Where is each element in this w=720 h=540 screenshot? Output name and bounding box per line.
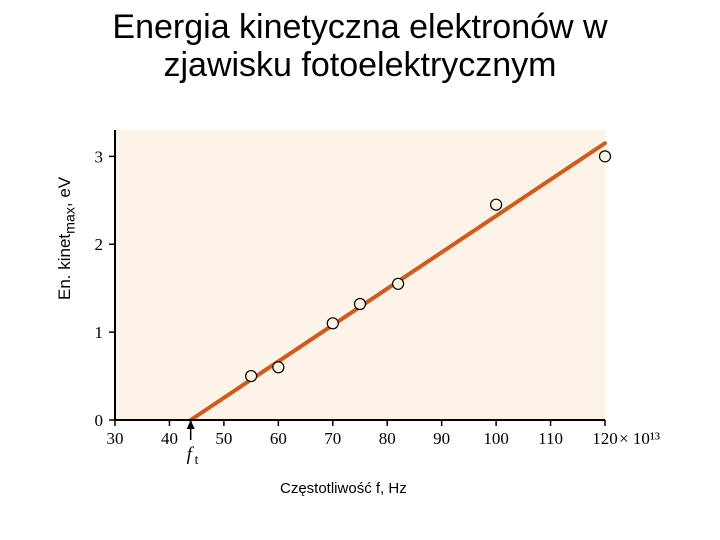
svg-text:70: 70 — [324, 429, 341, 448]
svg-text:110: 110 — [538, 429, 563, 448]
chart-svg: 30 40 50 60 70 80 90 100 110 120× 10¹³ 0 1 2 3 ft — [75, 120, 675, 470]
svg-text:50: 50 — [215, 429, 232, 448]
x-axis-label: Częstotliwość f, Hz — [280, 480, 407, 497]
svg-text:0: 0 — [95, 411, 104, 430]
chart-area: 30 40 50 60 70 80 90 100 110 120× 10¹³ 0 1 2 3 ft — [75, 120, 675, 475]
svg-text:t: t — [195, 452, 199, 467]
svg-text:30: 30 — [107, 429, 124, 448]
title-line1: Energia kinetyczna elektronów w — [112, 8, 607, 46]
title-line2: zjawisku fotoelektrycznym — [163, 46, 556, 84]
slide: Energia kinetyczna elektronów w zjawisku… — [0, 0, 720, 540]
svg-text:1: 1 — [95, 323, 104, 342]
svg-text:f: f — [187, 444, 195, 465]
svg-text:× 10¹³: × 10¹³ — [619, 429, 660, 448]
svg-text:100: 100 — [483, 429, 509, 448]
svg-text:90: 90 — [433, 429, 450, 448]
svg-text:80: 80 — [379, 429, 396, 448]
svg-text:40: 40 — [161, 429, 178, 448]
svg-text:3: 3 — [95, 147, 104, 166]
svg-text:60: 60 — [270, 429, 287, 448]
svg-text:120: 120 — [592, 429, 618, 448]
slide-title: Energia kinetyczna elektronów w zjawisku… — [0, 8, 720, 84]
svg-text:2: 2 — [95, 235, 104, 254]
